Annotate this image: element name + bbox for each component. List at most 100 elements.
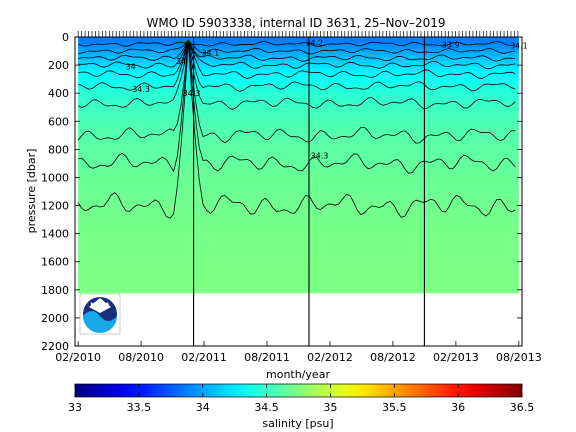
salinity-band [78, 285, 519, 288]
x-tick-label: 02/2010 [55, 351, 101, 364]
salinity-band [78, 140, 519, 143]
salinity-band [78, 202, 519, 205]
salinity-band [78, 159, 519, 162]
salinity-band [78, 258, 519, 261]
contour-line [77, 40, 516, 144]
salinity-band [78, 236, 519, 239]
salinity-band [78, 201, 519, 204]
y-tick-label: 600 [48, 115, 69, 128]
contour-line [78, 39, 516, 79]
salinity-band [78, 86, 519, 89]
salinity-band [78, 98, 519, 101]
salinity-band [78, 135, 519, 138]
salinity-band [78, 156, 519, 159]
salinity-band [78, 291, 519, 294]
salinity-band [78, 257, 519, 260]
salinity-band [78, 208, 519, 211]
year-marker-lines [193, 37, 425, 346]
salinity-band [78, 157, 519, 160]
salinity-band [78, 272, 519, 275]
salinity-band [78, 139, 519, 142]
salinity-band [78, 108, 519, 111]
salinity-band [78, 173, 519, 176]
colorbar-tick-label: 33 [68, 401, 82, 414]
salinity-band [78, 118, 519, 121]
salinity-band [78, 52, 519, 55]
salinity-band [78, 119, 519, 122]
salinity-band [78, 138, 519, 141]
colorbar-tick-label: 34.5 [254, 401, 279, 414]
salinity-band [78, 232, 519, 235]
salinity-band [78, 251, 519, 254]
salinity-band [78, 261, 519, 264]
contour-labels: 34.3 34.3 34.1 34 34.3 34 34.2 33.9 34.1 [126, 39, 528, 161]
contour-label: 34.1 [201, 48, 219, 57]
salinity-band [78, 197, 519, 200]
salinity-band [78, 174, 519, 177]
salinity-band [78, 268, 519, 271]
salinity-band [78, 65, 519, 68]
x-tick-label: 02/2013 [433, 351, 479, 364]
salinity-band [78, 126, 519, 129]
salinity-band [78, 274, 519, 277]
salinity-band [78, 160, 519, 163]
salinity-band [78, 124, 519, 127]
salinity-band [78, 205, 519, 208]
salinity-band [78, 46, 519, 49]
salinity-band [78, 240, 519, 243]
salinity-band [78, 136, 519, 139]
y-tick-label: 1200 [41, 200, 69, 213]
salinity-band [78, 163, 519, 166]
salinity-band [78, 94, 519, 97]
salinity-band [78, 84, 519, 87]
salinity-band [78, 185, 519, 188]
salinity-band [78, 39, 519, 42]
salinity-band [78, 287, 519, 290]
salinity-band [78, 250, 519, 253]
salinity-band [78, 41, 519, 44]
salinity-band [78, 69, 519, 72]
salinity-band [78, 219, 519, 222]
contour-label: 33.9 [442, 41, 460, 50]
salinity-band [78, 247, 519, 250]
salinity-band [78, 178, 519, 181]
salinity-band [78, 243, 519, 246]
salinity-band [78, 235, 519, 238]
salinity-band [78, 249, 519, 252]
salinity-band [78, 204, 519, 207]
salinity-band [78, 79, 519, 82]
salinity-band [78, 143, 519, 146]
x-tick-label: 02/2011 [181, 351, 227, 364]
salinity-band [78, 48, 519, 51]
salinity-band [78, 114, 519, 117]
y-tick-label: 400 [48, 87, 69, 100]
salinity-band [78, 244, 519, 247]
salinity-band [78, 122, 519, 125]
contour-line [77, 40, 516, 110]
y-tick-label: 1000 [41, 171, 69, 184]
salinity-band [78, 88, 519, 91]
salinity-band [78, 225, 519, 228]
colorbar: 33 33.5 34 34.5 35 35.5 36 36.5 salinity [psu] [68, 383, 534, 430]
salinity-band [78, 51, 519, 54]
salinity-band [78, 131, 519, 134]
salinity-band [78, 115, 519, 118]
salinity-band [78, 289, 519, 292]
salinity-band [78, 80, 519, 83]
contour-line [78, 39, 516, 55]
y-axis: 0 200 400 600 800 1000 1200 1400 1600 1800 2000 220… [41, 31, 522, 353]
salinity-band [78, 53, 519, 56]
salinity-band [78, 44, 519, 47]
colorbar-tick-label: 34 [196, 401, 210, 414]
contour-line [77, 41, 516, 47]
salinity-band [78, 187, 519, 190]
contour-label: 34 [176, 57, 186, 66]
salinity-band [78, 111, 519, 114]
salinity-band [78, 199, 519, 202]
contour-label: 34.1 [510, 41, 528, 50]
salinity-band [78, 95, 519, 98]
salinity-band [78, 152, 519, 155]
salinity-band [78, 215, 519, 218]
salinity-band [78, 107, 519, 110]
